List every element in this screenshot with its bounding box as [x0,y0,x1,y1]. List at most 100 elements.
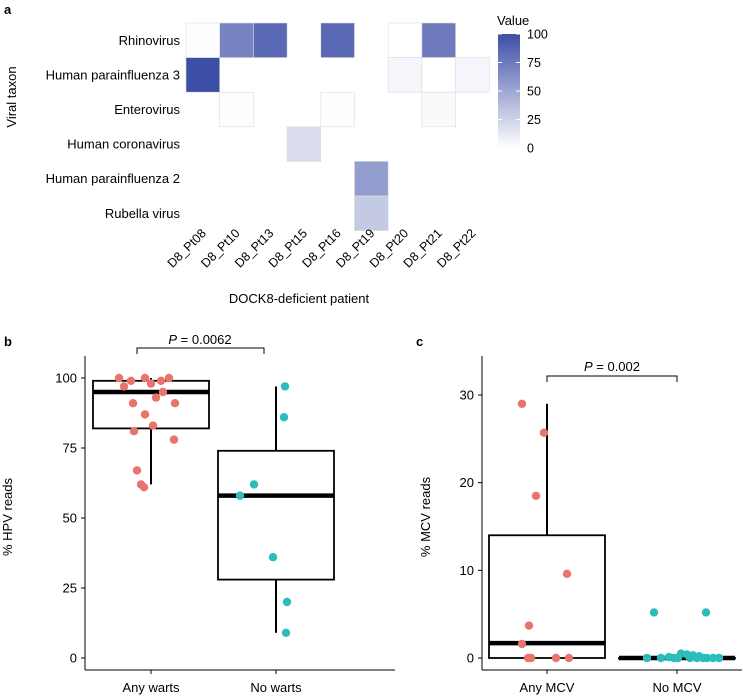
mcv-x-axis-labels: Any MCV No MCV [520,670,702,695]
mcv-significance-bracket [546,375,678,382]
data-point [698,653,708,663]
x-axis-tick-label: No warts [250,680,302,695]
heatmap-cell [421,91,456,128]
heatmap-row-label: Human parainfluenza 2 [46,171,180,186]
legend-colorbar [498,34,520,148]
panel-b-label: b [4,334,12,349]
heatmap-x-axis-title: DOCK8-deficient patient [229,291,370,306]
heatmap-cells [185,22,490,231]
data-point [517,399,527,408]
data-point [129,427,139,436]
data-point [249,480,259,489]
mcv-points [517,399,724,663]
hpv-y-axis: 0 25 50 75 100 [55,356,395,671]
x-axis-tick-label: No MCV [652,680,701,695]
data-point [140,410,150,419]
data-point [524,621,534,630]
data-point [151,393,161,402]
data-point [526,653,536,663]
data-point [714,653,724,663]
data-point [279,413,289,422]
y-axis-tick-label: 75 [63,441,77,456]
heatmap-cell [421,57,456,93]
data-point [132,466,142,475]
heatmap-row-label: Human coronavirus [67,137,180,152]
heatmap-row-labels: Rhinovirus Human parainfluenza 3 Enterovir… [46,33,181,221]
y-axis-tick-label: 20 [460,475,474,490]
box-iqr [488,534,606,659]
hpv-significance: P = 0.0062 [136,332,265,354]
data-point [281,628,291,637]
data-point [128,399,138,408]
box-iqr [217,449,335,581]
data-point [139,483,149,492]
data-point [268,553,278,562]
data-point [564,653,574,663]
y-axis-tick-label: 30 [460,388,474,403]
data-point [158,387,168,397]
legend-tick-label: 0 [527,142,534,156]
data-point [235,491,245,500]
hpv-points [114,373,292,637]
data-point [282,597,292,607]
legend-tick-label: 25 [527,113,541,127]
heatmap-cell [421,22,456,58]
mcv-p-value: P = 0.002 [584,359,640,374]
y-axis-tick-label: 25 [63,581,77,596]
legend-tick-label: 50 [527,85,541,99]
data-point [642,653,652,663]
heatmap-cell [320,91,355,128]
y-axis-tick-label: 0 [70,651,77,666]
hpv-x-axis-labels: Any warts No warts [122,670,302,695]
heatmap-cell [455,57,490,93]
heatmap-cell [354,195,389,231]
panel-a-label: a [4,2,12,17]
data-point [170,399,180,408]
data-point [169,435,179,444]
data-point [280,382,290,391]
hpv-p-value: P = 0.0062 [168,332,231,347]
data-point [146,379,156,388]
hpv-y-axis-title: % HPV reads [0,477,15,556]
x-axis-tick-label: Any MCV [520,680,575,695]
heatmap-row-label: Human parainfluenza 3 [46,67,180,82]
data-point [140,373,150,383]
heatmap-cell [286,126,322,162]
y-axis-tick-label: 100 [55,371,77,386]
heatmap-cell [185,57,221,93]
heatmap-cell [387,22,423,58]
heatmap-cell [387,57,423,93]
heatmap-cell [185,22,221,58]
data-point [156,376,166,385]
heatmap-cell [253,22,288,58]
mcv-significance: P = 0.002 [546,359,678,382]
heatmap-cell [354,161,389,197]
heatmap-legend: 100 75 50 25 0 [498,28,548,156]
box-iqr [92,379,210,430]
heatmap-cell [219,91,254,128]
panel-c: c % MCV reads 0 10 20 30 P = 0.002 Any MCV N… [416,334,742,695]
y-axis-tick-label: 0 [467,651,474,666]
hpv-significance-bracket [136,347,265,354]
heatmap-column-labels: D8_Pt08D8_Pt10D8_Pt13D8_Pt15D8_Pt16D8_Pt… [165,226,479,270]
data-point [656,653,666,663]
heatmap-row-label: Rhinovirus [119,33,181,48]
mcv-y-axis-title: % MCV reads [418,476,433,557]
heatmap-legend-title: Value [497,13,529,28]
data-point [692,653,702,663]
data-point [126,376,136,385]
heatmap-row-label: Enterovirus [114,102,180,117]
heatmap-y-axis-title: Viral taxon [4,66,19,127]
data-point [164,373,174,383]
y-axis-tick-label: 50 [63,511,77,526]
data-point [649,608,659,617]
x-axis-tick-label: Any warts [122,680,180,695]
panel-b: b % HPV reads 0 25 50 75 100 P = 0.0062 Any … [0,332,395,695]
y-axis-tick-label: 10 [460,563,474,578]
data-point [539,428,549,437]
data-point [562,569,572,579]
data-point [517,639,527,649]
data-point [119,382,129,391]
data-point [708,653,718,663]
panel-c-label: c [416,334,423,349]
